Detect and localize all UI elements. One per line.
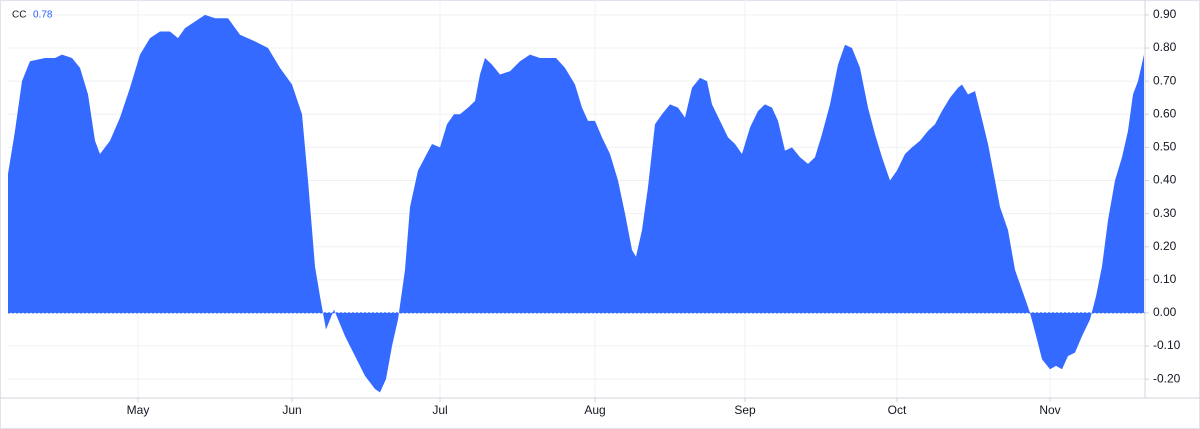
- x-tick-label: Jul: [432, 403, 447, 417]
- axes: 0.90 0.80 0.70 0.60 0.50 0.40 0.30 0.20 0.10 0.00…: [0, 0, 1200, 417]
- y-tick-label: 0.20: [1153, 239, 1177, 253]
- x-tick-label: Nov: [1039, 403, 1060, 417]
- x-tick-label: Sep: [734, 403, 756, 417]
- y-tick-label: 0.10: [1153, 272, 1177, 286]
- plot: [8, 14, 1145, 393]
- y-tick-label: 0.70: [1153, 73, 1177, 87]
- y-tick-label: 0.40: [1153, 173, 1177, 187]
- y-tick-label: 0.90: [1153, 7, 1177, 21]
- legend-value: 0.78: [33, 10, 53, 21]
- y-tick-label: 0.80: [1153, 40, 1177, 54]
- legend-name: CC: [12, 10, 26, 21]
- x-tick-label: Aug: [584, 403, 605, 417]
- y-tick-label: -0.10: [1153, 338, 1181, 352]
- y-tick-label: 0.50: [1153, 140, 1177, 154]
- y-tick-label: 0.00: [1153, 305, 1177, 319]
- x-tick-label: Jun: [282, 403, 301, 417]
- y-tick-label: 0.30: [1153, 206, 1177, 220]
- area: [8, 14, 1144, 393]
- x-tick-label: Oct: [888, 403, 907, 417]
- y-tick-label: 0.60: [1153, 106, 1177, 120]
- y-tick-label: -0.20: [1153, 371, 1181, 385]
- x-tick-label: May: [127, 403, 150, 417]
